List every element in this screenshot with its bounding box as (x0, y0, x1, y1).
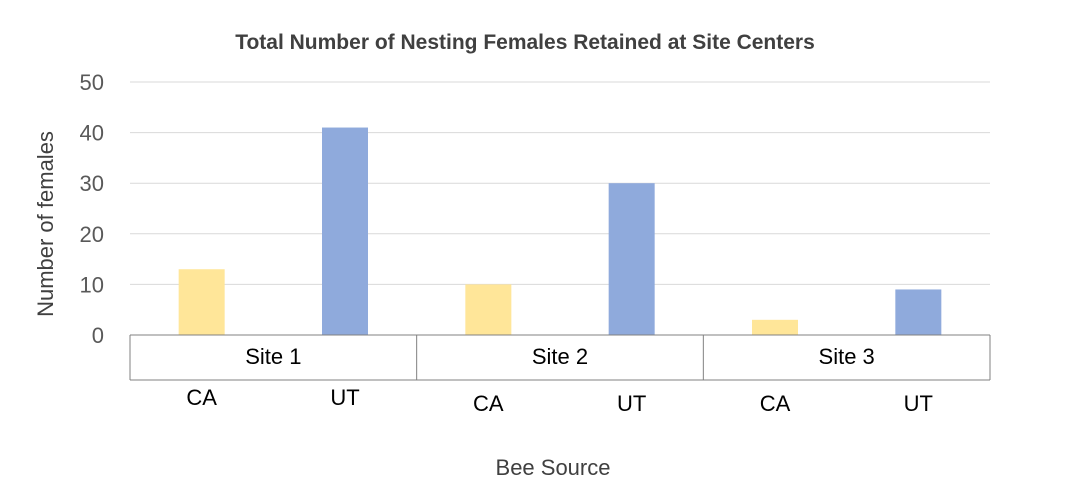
y-axis-title: Number of females (33, 131, 58, 317)
source-label: UT (904, 391, 933, 416)
source-label: CA (473, 391, 504, 416)
bar-ut-2 (608, 183, 655, 335)
y-tick-label: 40 (80, 121, 104, 146)
y-tick-label: 50 (80, 70, 104, 95)
site-label: Site 3 (819, 344, 875, 369)
source-label: CA (186, 385, 217, 410)
bars (178, 127, 942, 335)
bar-ca-3 (752, 319, 798, 335)
y-tick-label: 30 (80, 171, 104, 196)
site-label: Site 1 (245, 344, 301, 369)
y-tick-label: 20 (80, 222, 104, 247)
y-tick-label: 10 (80, 272, 104, 297)
y-tick-label: 0 (92, 323, 104, 348)
bar-ca-2 (465, 284, 512, 335)
bar-ut-1 (322, 127, 368, 335)
gridlines (130, 81, 990, 285)
source-label: CA (760, 391, 791, 416)
source-label: UT (330, 385, 359, 410)
chart-title: Total Number of Nesting Females Retained… (235, 31, 815, 54)
y-axis-ticks: 0 10 20 30 40 50 (80, 70, 104, 348)
bar-ut-3 (895, 289, 942, 335)
source-label: UT (617, 391, 646, 416)
x-axis-title: Bee Source (496, 455, 611, 480)
bar-ca-1 (178, 269, 225, 335)
bee-source-labels: CA UT CA UT CA UT (186, 385, 933, 416)
site-group-labels: Site 1 Site 2 Site 3 (129, 334, 991, 381)
site-label: Site 2 (532, 344, 588, 369)
